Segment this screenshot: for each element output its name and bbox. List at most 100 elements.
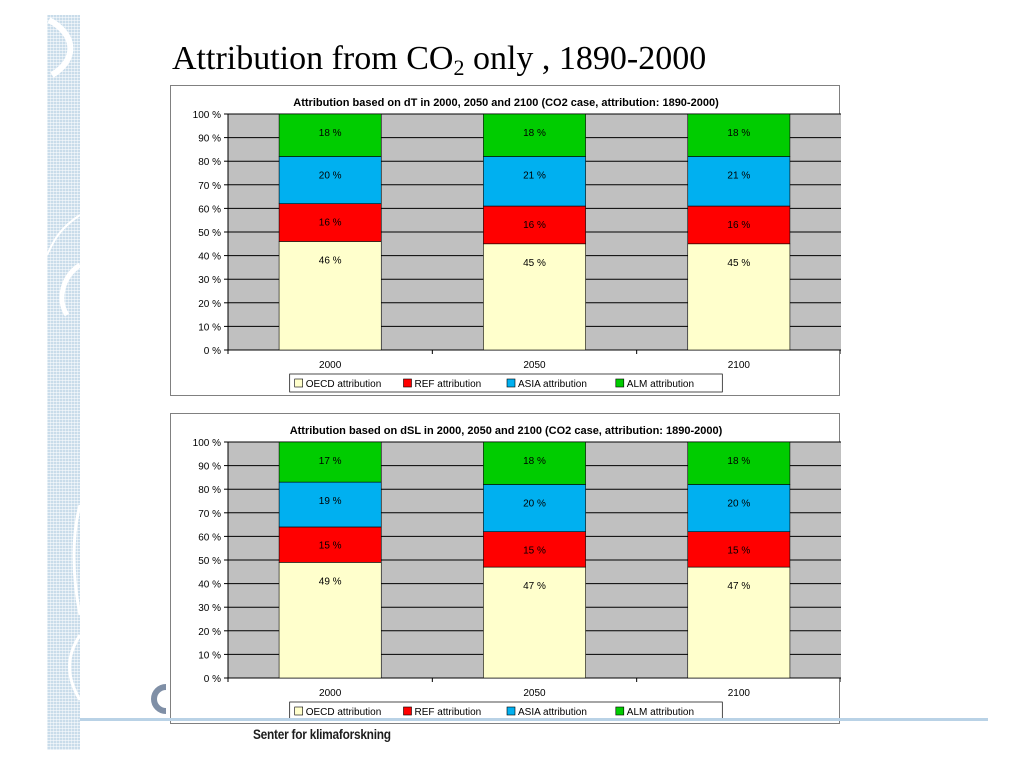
footer-logo-icon xyxy=(151,684,167,714)
slide-title-rest: only , 1890-2000 xyxy=(464,40,707,77)
y-tick-label: 30 % xyxy=(198,275,221,286)
y-tick-label: 70 % xyxy=(198,181,221,192)
legend-swatch-oecd xyxy=(294,378,303,388)
legend-label-alm: ALM attribution xyxy=(627,379,694,390)
data-label-alm-2050: 18 % xyxy=(523,456,546,467)
legend-label-asia: ASIA attribution xyxy=(518,707,587,718)
y-tick-label: 40 % xyxy=(198,580,221,591)
data-label-oecd-2000: 49 % xyxy=(319,576,342,587)
bar-segment-alm-2100 xyxy=(687,113,791,157)
legend-swatch-alm xyxy=(615,378,625,388)
y-tick-label: 80 % xyxy=(198,485,221,496)
y-tick-label: 80 % xyxy=(198,157,221,168)
footer-divider-line xyxy=(80,718,988,721)
slide-title-subscript: 2 xyxy=(453,55,465,80)
x-tick-label: 2100 xyxy=(728,360,751,371)
chart-title: Attribution based on dT in 2000, 2050 an… xyxy=(293,97,719,109)
x-tick-label: 2000 xyxy=(319,360,342,371)
y-tick-label: 60 % xyxy=(198,532,221,543)
chart-svg: Attribution based on dSL in 2000, 2050 a… xyxy=(193,425,841,721)
y-tick-label: 20 % xyxy=(198,627,221,638)
data-label-oecd-2100: 45 % xyxy=(727,258,750,269)
bar-segment-ref-2050 xyxy=(483,205,586,245)
legend-swatch-oecd xyxy=(294,706,303,716)
data-label-alm-2000: 17 % xyxy=(319,456,342,467)
data-label-asia-2050: 20 % xyxy=(523,498,546,509)
bar-segment-alm-2000 xyxy=(278,113,382,157)
bar-segment-alm-2050 xyxy=(483,441,586,485)
y-tick-label: 40 % xyxy=(198,252,221,263)
data-label-ref-2000: 15 % xyxy=(319,541,342,552)
legend-label-ref: REF attribution xyxy=(415,707,482,718)
bar-segment-ref-2050 xyxy=(483,531,586,568)
data-label-asia-2100: 20 % xyxy=(727,498,750,509)
decorative-sidebar xyxy=(47,15,80,750)
y-tick-label: 20 % xyxy=(198,299,221,310)
data-label-oecd-2000: 46 % xyxy=(319,255,342,266)
data-label-alm-2000: 18 % xyxy=(319,128,342,139)
bar-segment-alm-2000 xyxy=(278,441,382,483)
legend-label-oecd: OECD attribution xyxy=(306,707,382,718)
y-tick-label: 60 % xyxy=(198,204,221,215)
chart-title: Attribution based on dSL in 2000, 2050 a… xyxy=(290,425,723,437)
chart-dSL-attribution: Attribution based on dSL in 2000, 2050 a… xyxy=(170,413,841,724)
data-label-alm-2050: 18 % xyxy=(523,128,546,139)
bar-segment-asia-2000 xyxy=(278,156,382,204)
y-tick-label: 100 % xyxy=(193,438,221,449)
bar-segment-asia-2000 xyxy=(278,481,382,528)
legend-swatch-asia xyxy=(506,378,516,388)
data-label-ref-2050: 15 % xyxy=(523,545,546,556)
legend-swatch-asia xyxy=(506,706,516,716)
legend-label-asia: ASIA attribution xyxy=(518,379,587,390)
bar-segment-asia-2100 xyxy=(687,484,791,532)
legend: OECD attribution REF attribution ASIA attr… xyxy=(289,373,723,393)
sidebar-swirl-graphic xyxy=(47,17,80,701)
x-tick-label: 2100 xyxy=(728,688,751,699)
data-label-ref-2000: 16 % xyxy=(319,218,342,229)
bar-segment-asia-2100 xyxy=(687,156,791,207)
y-tick-label: 0 % xyxy=(204,346,221,357)
data-label-alm-2100: 18 % xyxy=(727,456,750,467)
chart-dT-attribution: Attribution based on dT in 2000, 2050 an… xyxy=(170,85,841,396)
data-label-oecd-2050: 47 % xyxy=(523,581,546,592)
slide-title-main: Attribution from CO xyxy=(172,40,454,77)
y-tick-label: 70 % xyxy=(198,509,221,520)
bar-segment-oecd-2000 xyxy=(278,562,382,679)
data-label-asia-2100: 21 % xyxy=(727,170,750,181)
bar-segment-ref-2100 xyxy=(687,205,791,245)
y-tick-label: 100 % xyxy=(193,110,221,121)
bar-segment-ref-2100 xyxy=(687,531,791,568)
legend-label-oecd: OECD attribution xyxy=(306,379,382,390)
y-tick-label: 90 % xyxy=(198,462,221,473)
y-tick-label: 0 % xyxy=(204,674,221,685)
data-label-asia-2050: 21 % xyxy=(523,170,546,181)
y-tick-label: 30 % xyxy=(198,603,221,614)
data-label-oecd-2050: 45 % xyxy=(523,258,546,269)
data-label-asia-2000: 19 % xyxy=(319,496,342,507)
bar-segment-asia-2050 xyxy=(483,156,586,207)
data-label-oecd-2100: 47 % xyxy=(727,581,750,592)
data-label-ref-2100: 15 % xyxy=(727,545,750,556)
bar-segment-alm-2050 xyxy=(483,113,586,157)
legend-swatch-ref xyxy=(403,706,412,716)
bar-segment-oecd-2000 xyxy=(278,241,382,351)
chart-svg: Attribution based on dT in 2000, 2050 an… xyxy=(193,97,841,393)
x-tick-label: 2000 xyxy=(319,688,342,699)
x-tick-label: 2050 xyxy=(523,688,546,699)
x-tick-label: 2050 xyxy=(523,360,546,371)
data-label-ref-2100: 16 % xyxy=(727,220,750,231)
y-tick-label: 10 % xyxy=(198,322,221,333)
bar-segment-alm-2100 xyxy=(687,441,791,485)
y-tick-label: 10 % xyxy=(198,650,221,661)
legend-swatch-ref xyxy=(403,378,412,388)
bar-segment-oecd-2050 xyxy=(483,243,586,351)
legend-label-ref: REF attribution xyxy=(415,379,482,390)
bar-segment-oecd-2100 xyxy=(687,566,791,679)
y-tick-label: 50 % xyxy=(198,556,221,567)
y-tick-label: 50 % xyxy=(198,228,221,239)
legend-swatch-alm xyxy=(615,706,625,716)
bar-segment-oecd-2050 xyxy=(483,566,586,679)
legend-box xyxy=(289,373,723,393)
bar-segment-oecd-2100 xyxy=(687,243,791,351)
data-label-ref-2050: 16 % xyxy=(523,220,546,231)
